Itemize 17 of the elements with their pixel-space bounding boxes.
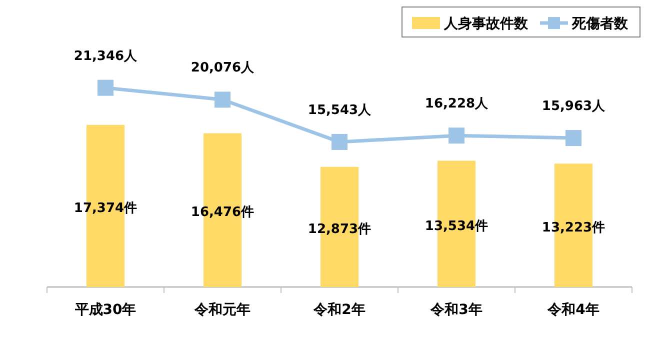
legend-label: 人身事故件数 <box>443 16 529 32</box>
point <box>98 80 114 96</box>
data-label: 16,228人 <box>424 96 490 112</box>
x-tick-label: 令和3年 <box>430 302 482 318</box>
data-label: 15,543人 <box>308 102 372 118</box>
point <box>214 92 230 108</box>
data-label: 15,963人 <box>542 99 606 114</box>
x-tick-label: 令和4年 <box>546 302 600 318</box>
data-label: 21,346人 <box>74 48 138 64</box>
legend-label: 死傷者数 <box>571 16 629 32</box>
point <box>448 128 464 144</box>
point <box>332 134 348 150</box>
data-label: 20,076人 <box>190 60 256 76</box>
point <box>566 130 582 146</box>
x-tick-label: 令和元年 <box>194 302 250 318</box>
x-tick-label: 平成30年 <box>74 302 136 318</box>
x-tick-label: 令和2年 <box>312 302 366 318</box>
